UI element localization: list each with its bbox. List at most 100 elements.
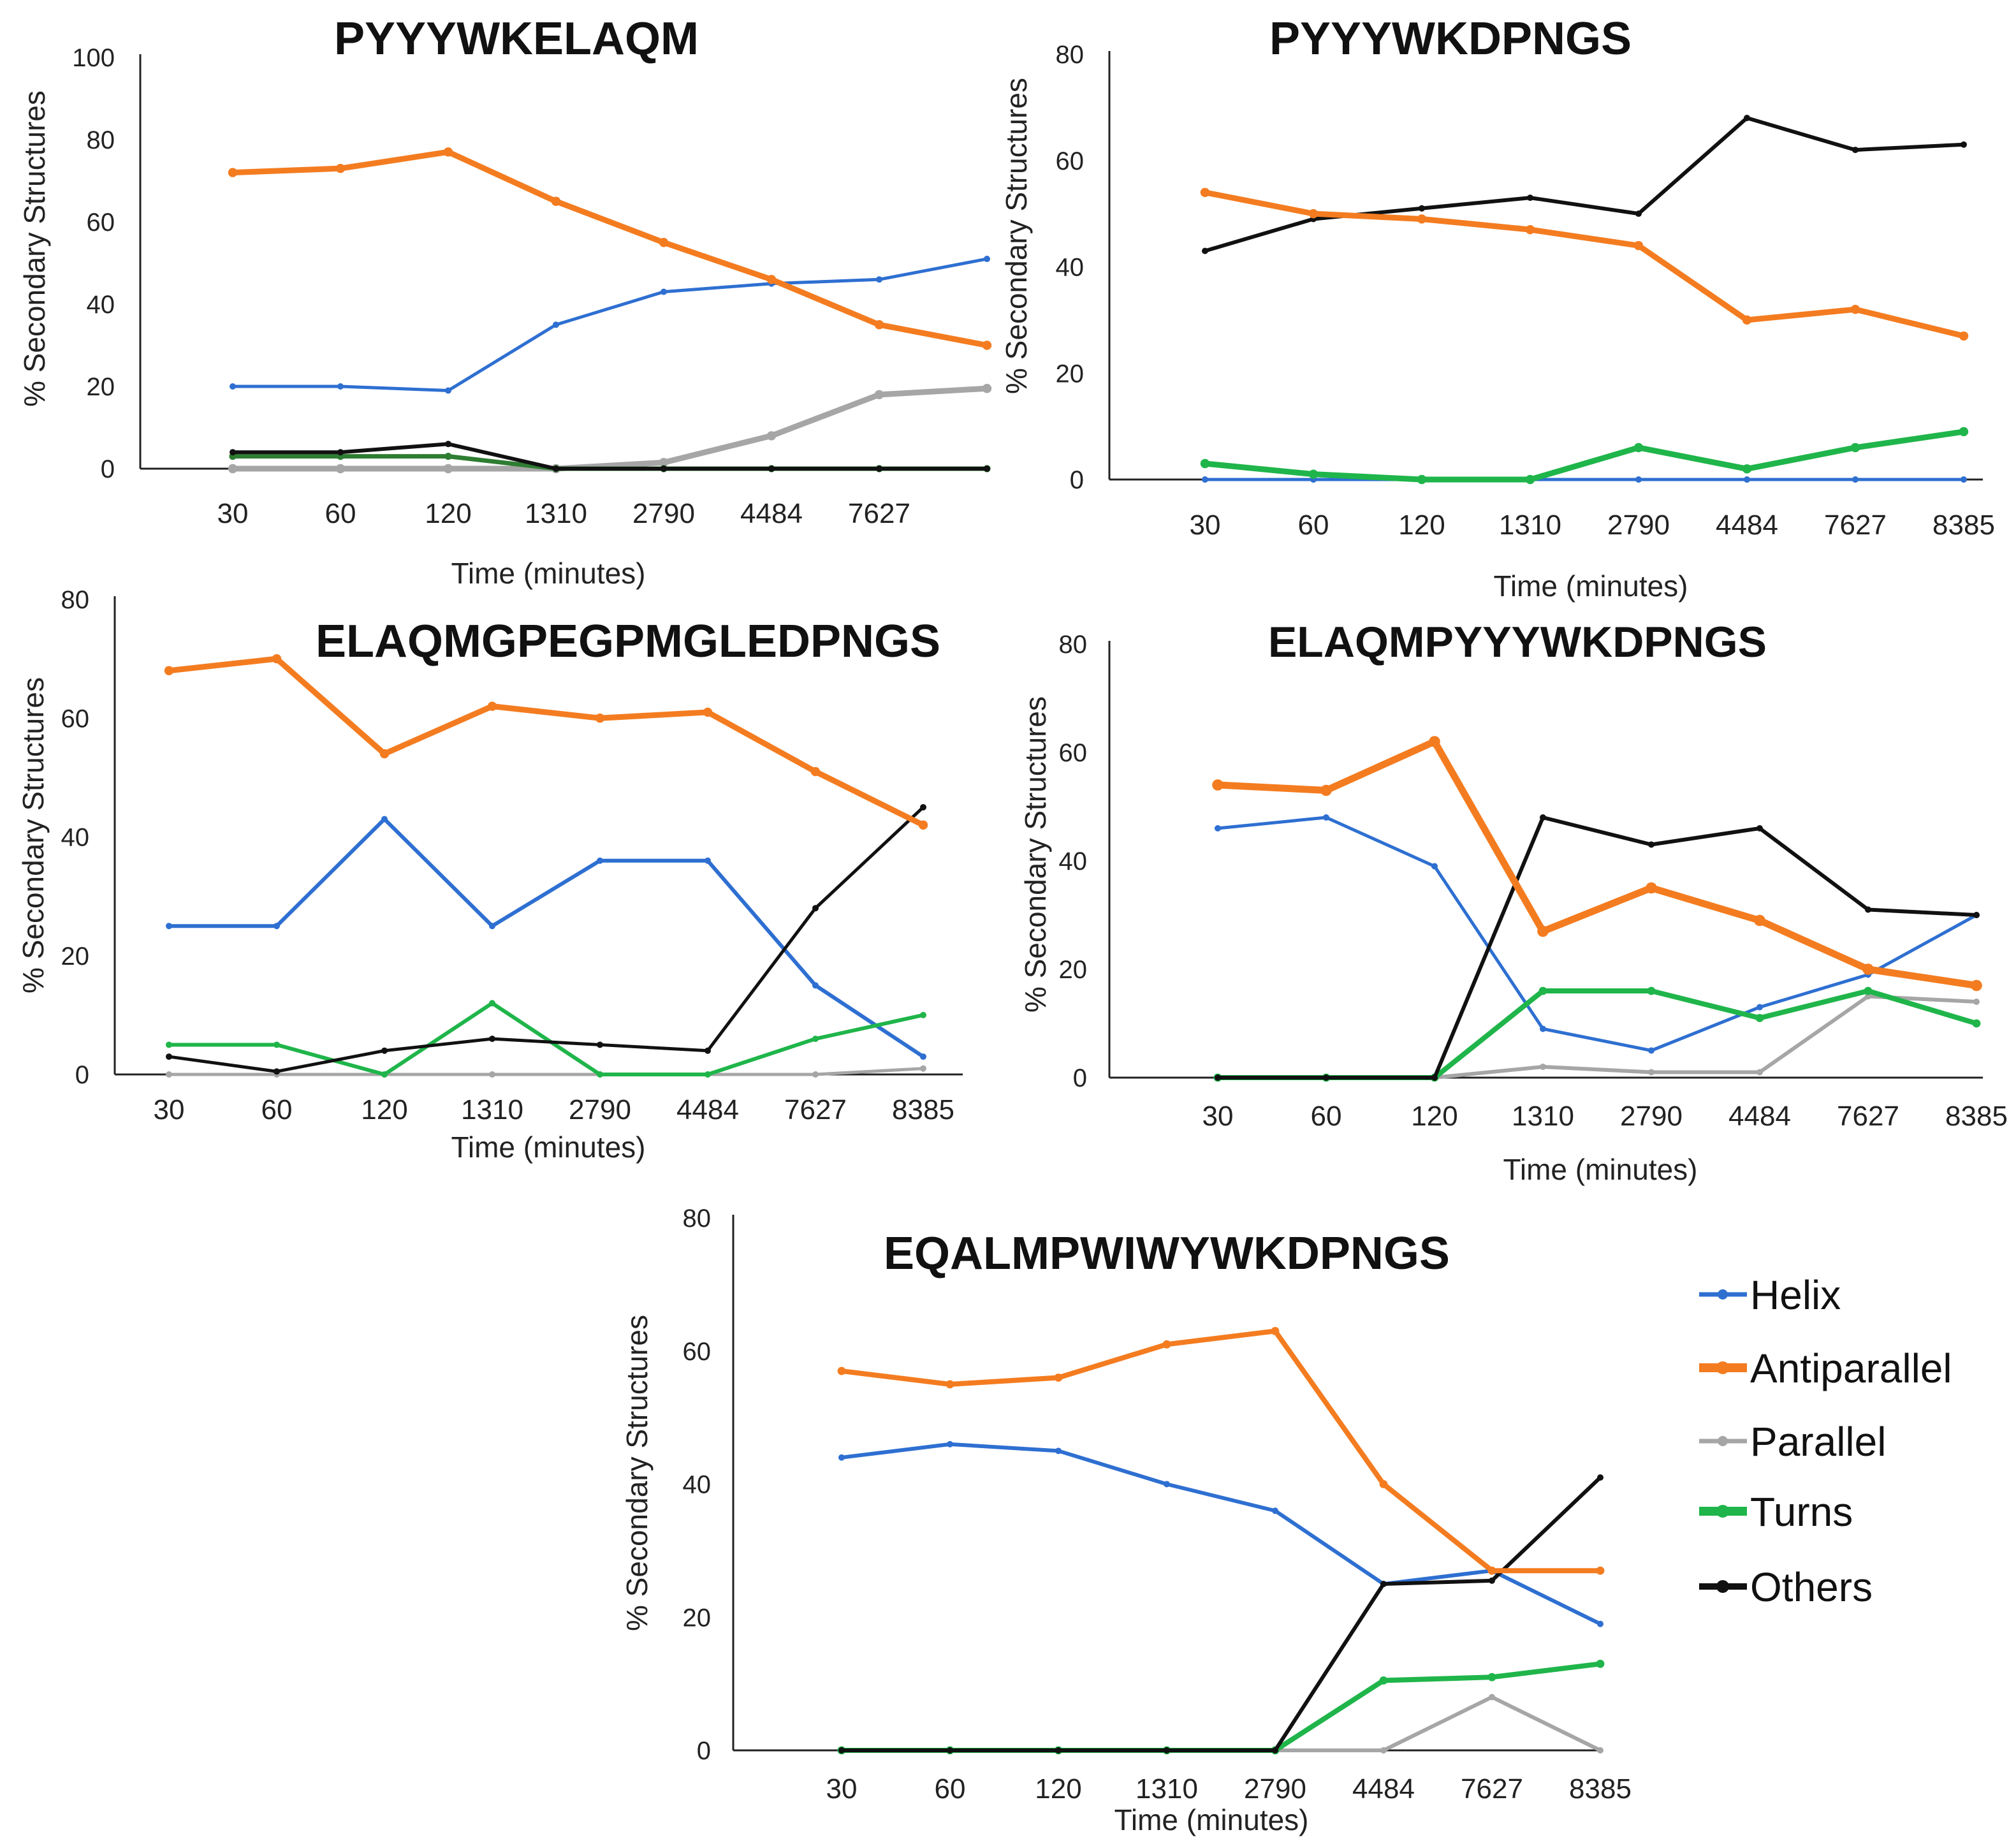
data-point-antiparallel <box>595 714 605 723</box>
data-point-antiparallel <box>443 147 453 157</box>
data-point-helix <box>1431 863 1438 870</box>
x-tick-label: 30 <box>1202 1101 1234 1132</box>
data-point-helix <box>876 276 882 283</box>
data-point-turns <box>812 1036 819 1043</box>
data-point-helix <box>553 321 559 328</box>
chart-panel-pyyywkdpngs: PYYYWKDPNGS % Secondary Structures Time … <box>1000 13 1995 603</box>
x-ticks: 30 60 120 1310 2790 4484 7627 8385 <box>154 1094 954 1125</box>
data-point-helix <box>812 982 819 989</box>
x-tick-label: 1310 <box>461 1094 523 1125</box>
x-tick-label: 60 <box>1298 509 1329 541</box>
data-point-parallel <box>443 464 453 474</box>
x-tick-label: 8385 <box>892 1094 954 1125</box>
data-point-others <box>1489 1577 1495 1584</box>
y-tick-label: 40 <box>1059 847 1088 875</box>
y-tick-label: 20 <box>61 942 90 971</box>
series-line-others <box>1203 116 1966 253</box>
data-point-helix <box>1757 1004 1763 1011</box>
data-point-antiparallel <box>982 341 992 350</box>
data-point-antiparallel <box>1525 224 1535 235</box>
y-ticks: 0 20 40 60 80 <box>1059 631 1088 1092</box>
axes <box>113 596 963 1076</box>
x-tick-label: 1310 <box>1499 509 1561 541</box>
data-point-parallel <box>1648 1069 1654 1076</box>
data-point-antiparallel <box>1212 779 1223 791</box>
data-point-parallel <box>1757 1069 1763 1076</box>
data-point-turns <box>597 1071 603 1078</box>
data-point-antiparallel <box>164 666 174 675</box>
x-tick-label: 30 <box>1190 509 1221 541</box>
data-point-others <box>1419 205 1425 212</box>
x-tick-label: 2790 <box>1244 1773 1306 1805</box>
data-point-helix <box>1635 476 1642 483</box>
series-line-others <box>231 442 989 471</box>
legend-label: Others <box>1750 1564 1873 1610</box>
plot-area <box>1212 736 1982 1082</box>
legend-label: Parallel <box>1750 1419 1886 1465</box>
data-point-others <box>553 465 559 472</box>
data-point-turns <box>1742 464 1752 474</box>
y-tick-label: 60 <box>683 1338 712 1366</box>
data-point-others <box>1323 1074 1329 1081</box>
y-ticks: 0 20 40 60 80 <box>1056 41 1085 494</box>
x-tick-label: 120 <box>1411 1101 1457 1132</box>
x-tick-label: 2790 <box>569 1094 631 1125</box>
x-tick-label: 1310 <box>525 498 587 529</box>
data-point-turns <box>920 1011 926 1018</box>
legend-item-others: Others <box>1699 1564 1873 1610</box>
x-axis-label: Time (minutes) <box>451 557 646 590</box>
data-point-others <box>1973 912 1980 918</box>
data-point-antiparallel <box>1862 963 1874 975</box>
x-tick-label: 4484 <box>740 498 803 529</box>
y-tick-label: 60 <box>61 705 90 733</box>
data-point-helix <box>1272 1507 1278 1514</box>
x-tick-label: 1310 <box>1136 1773 1198 1805</box>
data-point-parallel <box>1489 1694 1495 1701</box>
data-point-others <box>1744 115 1750 122</box>
x-tick-label: 4484 <box>1728 1101 1791 1132</box>
data-point-others <box>1164 1747 1170 1754</box>
data-point-turns <box>1379 1676 1388 1685</box>
legend-item-helix: Helix <box>1699 1272 1841 1318</box>
data-point-others <box>337 449 344 456</box>
data-point-turns <box>1864 986 1873 995</box>
y-axis-label: % Secondary Structures <box>1019 696 1052 1013</box>
chart-title: PYYYWKELAQM <box>334 13 699 64</box>
y-tick-label: 0 <box>101 455 115 483</box>
x-ticks: 30 60 120 1310 2790 4484 7627 <box>217 498 910 529</box>
data-point-others <box>1597 1474 1603 1481</box>
data-point-antiparallel <box>551 196 561 206</box>
x-tick-label: 7627 <box>1824 509 1887 541</box>
data-point-helix <box>489 923 495 930</box>
data-point-others <box>1635 210 1642 217</box>
chart-panel-pyyywkelaqm: PYYYWKELAQM % Secondary Structures Time … <box>18 13 992 590</box>
data-point-helix <box>1164 1481 1170 1488</box>
data-point-antiparallel <box>1646 882 1657 894</box>
x-tick-label: 4484 <box>1352 1773 1415 1805</box>
data-point-helix <box>274 923 280 930</box>
legend-label: Helix <box>1750 1272 1841 1318</box>
data-point-antiparallel <box>1537 925 1549 937</box>
data-point-others <box>230 449 236 456</box>
chart-title: ELAQMGPEGPMGLEDPNGS <box>316 616 940 667</box>
data-point-turns <box>381 1071 388 1078</box>
series-line-turns <box>1215 988 1979 1080</box>
chart-legend: Helix Antiparallel Parallel Turns Others <box>1699 1272 1952 1610</box>
x-tick-label: 8385 <box>1945 1101 2008 1132</box>
series-line-parallel <box>1216 994 1978 1080</box>
x-tick-label: 7627 <box>1461 1773 1523 1805</box>
data-point-others <box>381 1047 388 1054</box>
data-point-others <box>166 1053 172 1060</box>
axes <box>1108 641 1983 1079</box>
data-point-antiparallel <box>379 749 390 759</box>
data-point-others <box>445 441 451 448</box>
x-tick-label: 1310 <box>1512 1101 1574 1132</box>
plot-area <box>1200 115 1969 485</box>
data-point-antiparallel <box>837 1366 846 1375</box>
x-tick-label: 30 <box>154 1094 185 1125</box>
data-point-others <box>1648 841 1654 848</box>
x-axis-label: Time (minutes) <box>451 1131 646 1164</box>
series-line-parallel <box>167 1067 925 1076</box>
data-point-antiparallel <box>1054 1374 1063 1382</box>
data-point-others <box>1757 825 1763 831</box>
